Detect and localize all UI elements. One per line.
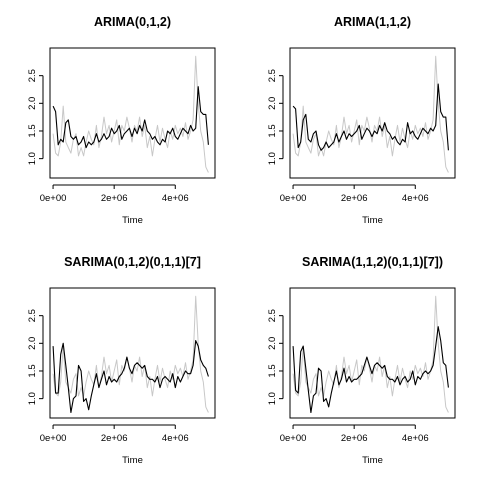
panel-sarima-112: SARIMA(1,1,2)(0,1,1)[7]) 0e+00 2e+06 4e+06 1… bbox=[267, 255, 456, 466]
x-tick-label: 0e+00 bbox=[280, 433, 307, 444]
chart-title: ARIMA(1,1,2) bbox=[334, 15, 411, 29]
chart-title: SARIMA(0,1,2)(0,1,1)[7] bbox=[64, 255, 201, 269]
y-tick-label: 1.0 bbox=[27, 152, 38, 165]
y-tick-label: 1.0 bbox=[27, 392, 38, 405]
y-tick-label: 1.5 bbox=[267, 364, 278, 377]
x-axis-title: Time bbox=[122, 215, 143, 226]
y-tick-label: 2.0 bbox=[27, 97, 38, 110]
x-tick-label: 0e+00 bbox=[40, 433, 67, 444]
panel-arima-012: ARIMA(0,1,2) 0e+00 2e+06 4e+06 1.0 1.5 2.0 2.5 T… bbox=[27, 15, 216, 226]
y-tick-label: 2.5 bbox=[27, 69, 38, 82]
series-line-grey bbox=[292, 295, 449, 413]
x-axis-title: Time bbox=[362, 215, 383, 226]
x-tick-label: 0e+00 bbox=[280, 193, 307, 204]
series-line-black bbox=[292, 83, 449, 151]
y-tick-label: 2.0 bbox=[27, 337, 38, 350]
x-tick-label: 4e+06 bbox=[162, 193, 189, 204]
x-tick-label: 0e+00 bbox=[40, 193, 67, 204]
series-line-black bbox=[52, 340, 209, 414]
x-axis-title: Time bbox=[122, 455, 143, 466]
y-tick-label: 2.5 bbox=[267, 309, 278, 322]
x-axis-title: Time bbox=[362, 455, 383, 466]
series-line-black bbox=[52, 86, 209, 149]
chart-title: SARIMA(1,1,2)(0,1,1)[7]) bbox=[302, 255, 443, 269]
y-tick-label: 1.5 bbox=[27, 364, 38, 377]
series-line-grey bbox=[292, 55, 449, 173]
y-tick-label: 1.0 bbox=[267, 392, 278, 405]
x-tick-label: 2e+06 bbox=[341, 433, 368, 444]
x-tick-label: 2e+06 bbox=[101, 193, 128, 204]
plot-frame bbox=[49, 47, 216, 179]
panel-arima-112: ARIMA(1,1,2) 0e+00 2e+06 4e+06 1.0 1.5 2.0 2.5 T… bbox=[267, 15, 456, 226]
plot-frame bbox=[289, 47, 456, 179]
series-line-grey bbox=[52, 55, 209, 173]
y-tick-label: 2.5 bbox=[267, 69, 278, 82]
y-tick-label: 2.0 bbox=[267, 337, 278, 350]
x-tick-label: 2e+06 bbox=[101, 433, 128, 444]
panel-sarima-012: SARIMA(0,1,2)(0,1,1)[7] 0e+00 2e+06 4e+06 1.… bbox=[27, 255, 216, 466]
x-tick-label: 4e+06 bbox=[162, 433, 189, 444]
plot-frame bbox=[49, 287, 216, 419]
y-tick-label: 1.5 bbox=[27, 124, 38, 137]
plot-frame bbox=[289, 287, 456, 419]
y-tick-label: 1.0 bbox=[267, 152, 278, 165]
x-tick-label: 4e+06 bbox=[402, 193, 429, 204]
x-tick-label: 4e+06 bbox=[402, 433, 429, 444]
series-line-grey bbox=[52, 295, 209, 413]
chart-title: ARIMA(0,1,2) bbox=[94, 15, 171, 29]
y-tick-label: 1.5 bbox=[267, 124, 278, 137]
x-tick-label: 2e+06 bbox=[341, 193, 368, 204]
y-tick-label: 2.0 bbox=[267, 97, 278, 110]
series-line-black bbox=[292, 326, 449, 414]
y-tick-label: 2.5 bbox=[27, 309, 38, 322]
